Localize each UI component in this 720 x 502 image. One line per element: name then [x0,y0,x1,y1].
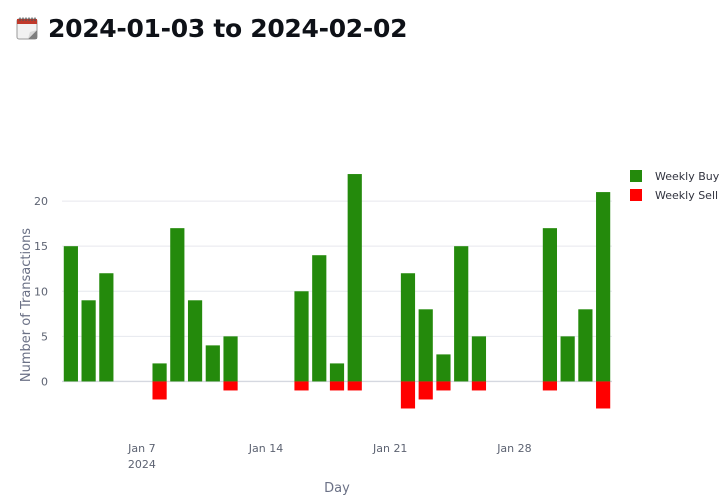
legend-swatch[interactable] [630,170,642,182]
buy-bar[interactable] [99,273,114,382]
y-axis-title: Number of Transactions [19,228,34,382]
buy-bar[interactable] [418,309,433,382]
calendar-icon [16,16,40,40]
buy-bar[interactable] [329,363,345,382]
sell-bar[interactable] [418,381,433,400]
x-tick-label: Jan 7 [127,442,155,455]
buy-bar[interactable] [63,246,78,382]
x-tick-label: Jan 28 [496,442,531,455]
page-header: 2024-01-03 to 2024-02-02 [16,10,407,46]
buy-bar[interactable] [436,354,451,382]
buy-bar[interactable] [205,345,220,382]
sell-bar[interactable] [329,381,345,391]
page-title: 2024-01-03 to 2024-02-02 [48,13,408,43]
buy-bar[interactable] [400,273,416,382]
buy-bar[interactable] [152,363,167,382]
x-tick-label: Jan 21 [372,442,407,455]
buy-bar[interactable] [187,300,203,382]
y-tick-label: 15 [34,240,48,253]
x-axis-ticks: Jan 7 2024 Jan 14 Jan 21 Jan 28 [127,442,532,471]
grid-lines [62,200,612,383]
legend[interactable]: Weekly Buy Weekly Sell [630,170,720,202]
x-tick-label: Jan 14 [248,442,283,455]
x-axis-title: Day [324,481,350,496]
legend-swatch[interactable] [630,189,642,201]
legend-label[interactable]: Weekly Buy [655,170,720,183]
sell-bar[interactable] [223,381,238,391]
y-tick-label: 5 [41,330,48,343]
sell-bar[interactable] [400,381,416,409]
y-tick-label: 10 [34,285,48,298]
buy-bar[interactable] [347,174,362,382]
y-axis-ticks: 0 5 10 15 20 [34,195,48,388]
sell-bar[interactable] [471,381,487,391]
buy-bar[interactable] [294,291,309,382]
buy-bar[interactable] [596,192,611,382]
sell-bar[interactable] [152,381,167,400]
buy-bar[interactable] [312,255,327,382]
buy-bar[interactable] [81,300,96,382]
buy-bar[interactable] [542,228,557,382]
x-tick-year-label: 2024 [128,458,156,471]
sell-bar[interactable] [436,381,451,391]
buy-bar[interactable] [560,336,575,382]
sell-bar[interactable] [542,381,557,391]
buy-bar[interactable] [454,246,469,382]
y-tick-label: 20 [34,195,48,208]
buy-bar[interactable] [578,309,593,382]
y-tick-label: 0 [41,375,48,388]
buy-bar[interactable] [471,336,487,382]
sell-bar[interactable] [596,381,611,409]
sell-bar[interactable] [294,381,309,391]
buy-bar[interactable] [223,336,238,382]
buy-bar[interactable] [170,228,185,382]
sell-bar[interactable] [347,381,362,391]
bars [63,174,611,409]
legend-label[interactable]: Weekly Sell [655,189,718,202]
